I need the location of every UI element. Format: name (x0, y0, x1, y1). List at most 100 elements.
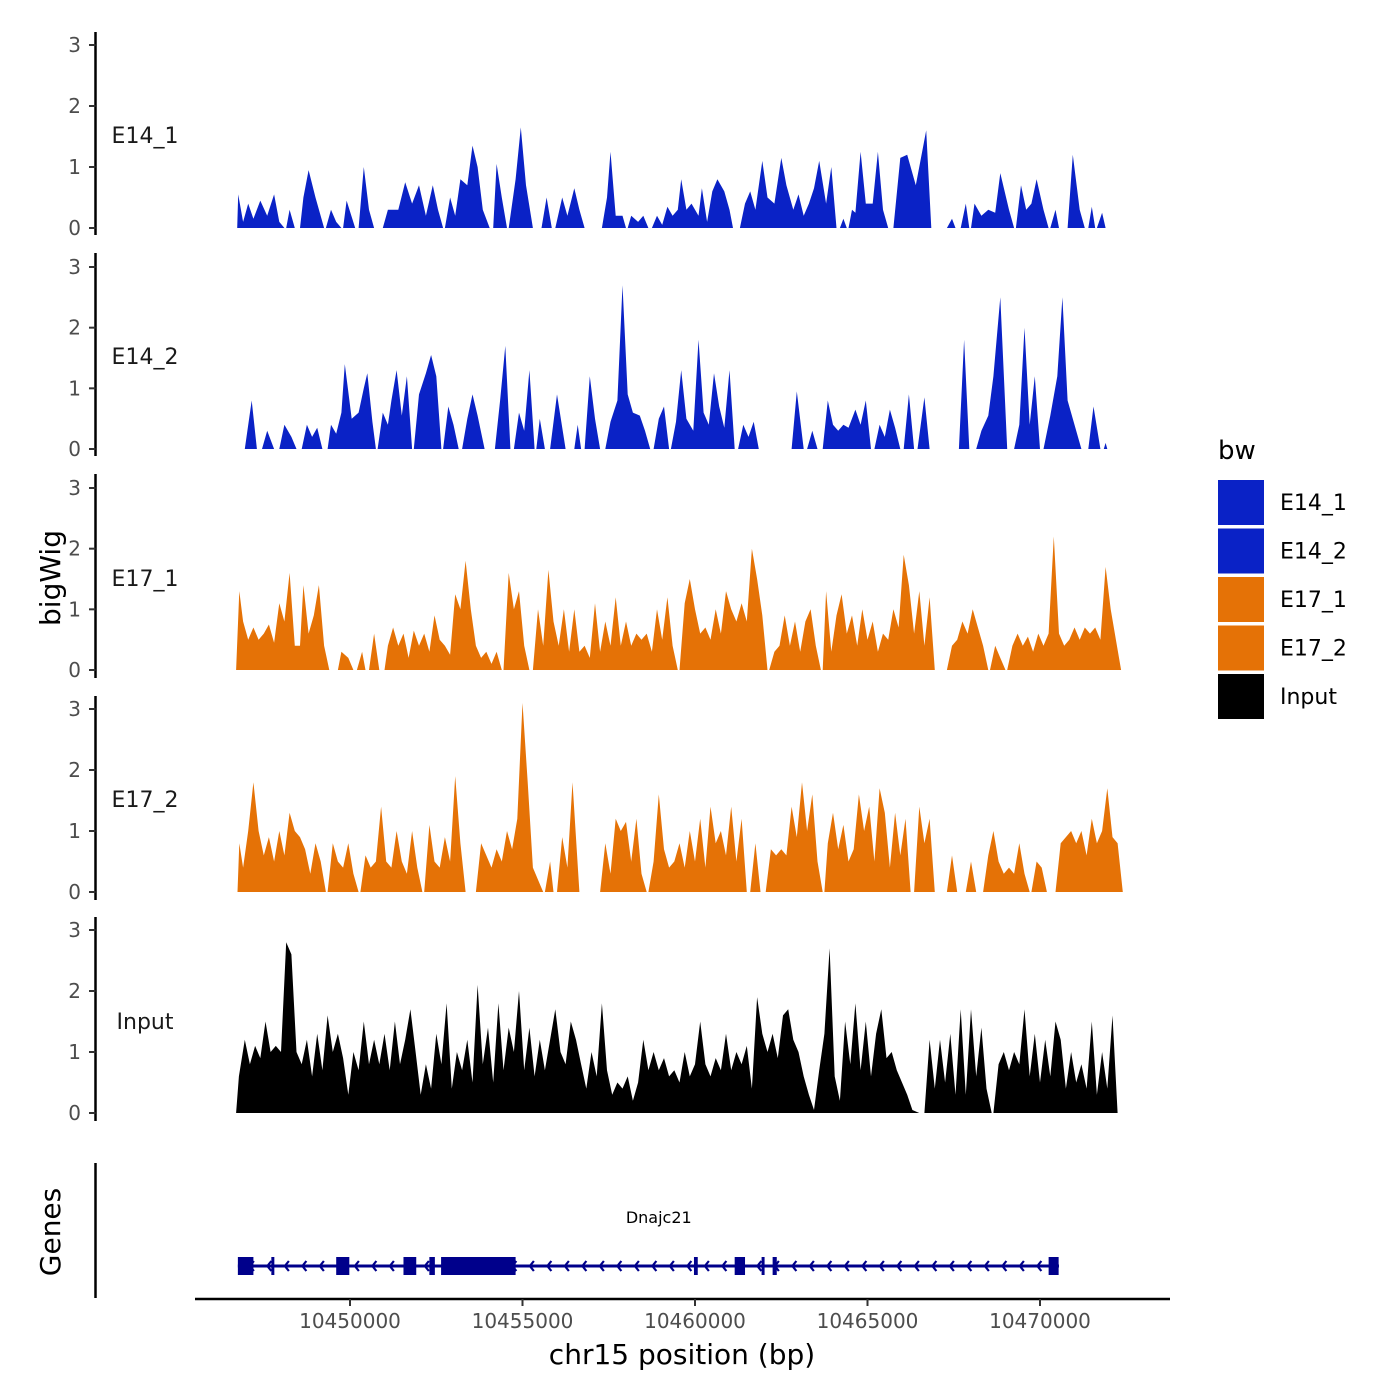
signal-area-E14_2 (244, 285, 1108, 449)
strand-arrow-icon (755, 1260, 763, 1272)
strand-arrow-icon (668, 1260, 675, 1272)
y-tick-label-Input-1: 1 (68, 1040, 81, 1064)
legend-swatch-E17_2 (1218, 625, 1264, 671)
y-tick-label-E14_2-0: 0 (68, 437, 81, 461)
x-tick-label-10470000: 10470000 (989, 1309, 1091, 1333)
y-tick-label-E14_2-2: 2 (68, 316, 81, 340)
y-axis-title: bigWig (34, 530, 67, 626)
strand-arrow-icon (703, 1260, 710, 1272)
strand-arrow-icon (1000, 1260, 1008, 1272)
y-tick-label-E17_1-3: 3 (68, 476, 81, 500)
track-E14_2: 0 1 2 3 E14_2 (68, 253, 1108, 461)
strand-arrow-icon (318, 1260, 325, 1272)
track-E17_2: 0 1 2 3 E17_2 (68, 696, 1123, 904)
y-tick-label-E17_1-2: 2 (68, 537, 81, 561)
strand-arrow-icon (825, 1260, 833, 1272)
track-Input: 0 1 2 3 Input (68, 917, 1118, 1125)
strand-arrow-icon (720, 1260, 728, 1272)
track-E17_1: 0 1 2 3 E17_1 (68, 474, 1122, 682)
gene-exon-9 (761, 1257, 765, 1275)
gene-exon-11 (1048, 1257, 1059, 1275)
y-tick-label-Input-0: 0 (68, 1101, 81, 1125)
track-label-E17_2: E17_2 (112, 788, 179, 813)
legend-swatch-E17_1 (1218, 577, 1264, 622)
signal-area-E14_1 (237, 127, 1106, 228)
y-tick-label-E17_2-3: 3 (68, 697, 81, 721)
strand-arrow-icon (790, 1260, 798, 1272)
x-tick-label-10450000: 10450000 (299, 1309, 401, 1333)
y-tick-label-E14_2-1: 1 (68, 376, 81, 400)
legend-label-E14_1: E14_1 (1280, 491, 1347, 516)
legend-label-E17_2: E17_2 (1280, 637, 1347, 662)
legend-label-E17_1: E17_1 (1280, 588, 1347, 613)
x-axis-title: chr15 position (bp) (549, 1338, 815, 1371)
signal-area-E17_2 (237, 702, 1123, 892)
y-tick-label-E14_1-1: 1 (68, 155, 81, 179)
legend-label-Input: Input (1280, 685, 1337, 710)
legend-swatch-E14_1 (1218, 480, 1264, 525)
strand-arrow-icon (878, 1260, 885, 1272)
y-tick-label-E17_2-1: 1 (68, 819, 81, 843)
legend: bw E14_1 E14_2 E17_1 E17_2 Input (1218, 436, 1347, 719)
strand-arrow-icon (423, 1260, 430, 1272)
y-tick-label-E14_1-2: 2 (68, 94, 81, 118)
strand-arrow-icon (1018, 1260, 1025, 1272)
y-tick-label-E17_1-1: 1 (68, 597, 81, 621)
gene-label: Dnajc21 (626, 1208, 692, 1227)
y-tick-label-E14_1-3: 3 (68, 33, 81, 57)
track-label-Input: Input (117, 1010, 174, 1035)
strand-arrow-icon (860, 1260, 868, 1272)
strand-arrow-icon (388, 1260, 395, 1272)
track-label-E17_1: E17_1 (112, 567, 179, 592)
legend-swatch-Input (1218, 674, 1264, 719)
tracks-layer: 0 1 2 3 E14_1 0 1 2 3 E14_2 0 1 2 3 E17_1 0 1 2 3 E17_2 0 1 2 3… (68, 32, 1123, 1125)
gene-exon-1 (237, 1257, 254, 1275)
strand-arrow-icon (895, 1260, 903, 1272)
gene-exon-5 (429, 1257, 435, 1275)
strand-arrow-icon (1035, 1260, 1043, 1272)
signal-area-Input (236, 942, 1118, 1113)
strand-arrow-icon (580, 1260, 588, 1272)
strand-arrow-icon (650, 1260, 658, 1272)
legend-entry-E17_2: E17_2 (1218, 625, 1347, 671)
y-tick-label-E17_1-0: 0 (68, 658, 81, 682)
strand-arrow-icon (808, 1260, 815, 1272)
gene-exon-8 (734, 1257, 746, 1275)
strand-arrow-icon (545, 1260, 553, 1272)
strand-arrow-icon (353, 1260, 360, 1272)
strand-arrow-icon (265, 1260, 273, 1272)
y-tick-label-E14_2-3: 3 (68, 255, 81, 279)
strand-arrow-icon (965, 1260, 973, 1272)
legend-entry-Input: Input (1218, 674, 1337, 719)
strand-arrow-icon (563, 1260, 570, 1272)
gene-exon-6 (441, 1257, 516, 1275)
legend-entry-E14_2: E14_2 (1218, 528, 1347, 574)
strand-arrow-icon (948, 1260, 955, 1272)
gene-exon-2 (271, 1257, 275, 1275)
gene-exon-10 (772, 1257, 777, 1275)
strand-arrow-icon (300, 1260, 308, 1272)
track-label-E14_2: E14_2 (112, 345, 179, 370)
strand-arrow-icon (633, 1260, 640, 1272)
strand-arrow-icon (843, 1260, 850, 1272)
strand-arrow-icon (913, 1260, 920, 1272)
y-tick-label-E17_2-0: 0 (68, 880, 81, 904)
signal-area-E17_1 (236, 536, 1122, 670)
gene-exon-7 (693, 1257, 698, 1275)
y-tick-label-E14_1-0: 0 (68, 216, 81, 240)
gene-exon-3 (336, 1257, 350, 1275)
x-tick-label-10455000: 10455000 (472, 1309, 574, 1333)
track-E14_1: 0 1 2 3 E14_1 (68, 32, 1106, 240)
x-tick-label-10460000: 10460000 (644, 1309, 746, 1333)
gene-exon-4 (403, 1257, 417, 1275)
legend-title: bw (1218, 436, 1256, 466)
legend-entry-E14_1: E14_1 (1218, 480, 1347, 525)
strand-arrow-icon (685, 1260, 693, 1272)
strand-arrow-icon (615, 1260, 623, 1272)
track-label-E14_1: E14_1 (112, 124, 179, 149)
x-axis: chr15 position (bp) 10450000 10455000 1046… (195, 1297, 1170, 1371)
strand-arrow-icon (528, 1260, 535, 1272)
strand-arrow-icon (930, 1260, 938, 1272)
y-tick-label-Input-3: 3 (68, 918, 81, 942)
